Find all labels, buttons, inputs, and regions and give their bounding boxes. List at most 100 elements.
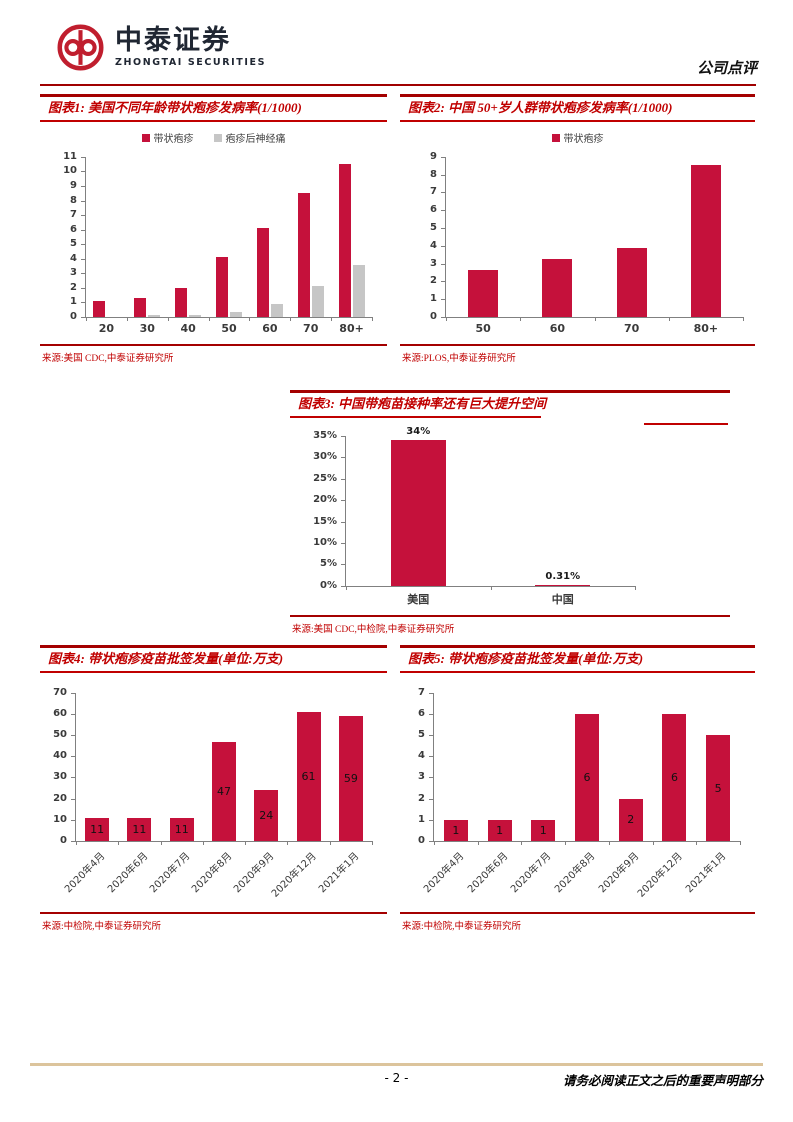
bar-value-label: 2 <box>627 813 635 827</box>
bar-group <box>520 157 594 317</box>
y-axis-tick-label: 6 <box>418 708 425 720</box>
x-category-label: 70 <box>303 321 319 335</box>
x-category-label: 30 <box>139 321 155 335</box>
y-axis-tick-label: 0 <box>70 310 77 322</box>
legend-label: 带状疱疹 <box>563 134 604 146</box>
y-axis-tick-label: 2 <box>70 281 77 293</box>
figure-1-chart: 0 1 2 3 4 5 6 7 8 9 10 11 20 30 40 50 60 70 80+ <box>40 149 387 337</box>
figure-2-title: 图表2: 中国 50+岁人群带状疱疹发病率(1/1000) <box>400 94 755 122</box>
figure-1-title: 图表1: 美国不同年龄带状疱疹发病率(1/1000) <box>40 94 387 122</box>
y-axis-tick-mark <box>429 756 433 758</box>
figure-4-divider <box>40 911 387 914</box>
x-axis-tick-mark <box>160 840 162 845</box>
x-category-label: 2020年7月 <box>147 850 193 896</box>
y-axis-tick-mark <box>71 819 75 821</box>
brand-name-chinese: 中泰证券 <box>115 24 231 56</box>
y-axis-tick-mark <box>81 287 85 289</box>
x-category-label: 2020年4月 <box>63 850 108 896</box>
y-axis-tick-label: 25% <box>313 472 337 484</box>
figure-2: 图表2: 中国 50+岁人群带状疱疹发病率(1/1000) 带状疱疹 0 1 2 3 4… <box>400 94 755 364</box>
figure-2-legend: 带状疱疹 <box>400 131 755 145</box>
y-axis-tick-mark <box>429 692 433 694</box>
bar-group: 0.31% <box>491 436 636 586</box>
x-axis-tick-mark <box>635 585 636 590</box>
bar: 6 <box>575 714 600 841</box>
y-axis-tick-mark <box>341 543 345 545</box>
legend-swatch-icon <box>551 133 560 142</box>
y-axis-tick-label: 40 <box>53 750 67 762</box>
bar-group: 11 <box>76 693 118 841</box>
y-axis-tick-label: 4 <box>70 252 77 264</box>
figure-3-title-text: 图表3: 中国带疱苗接种率还有巨大提升空间 <box>298 396 547 411</box>
bar-value-label: 11 <box>90 822 105 836</box>
y-axis-tick-label: 0 <box>60 834 67 846</box>
x-axis-tick-mark <box>740 840 741 845</box>
x-axis-tick-mark <box>594 316 596 321</box>
figure-1: 图表1: 美国不同年龄带状疱疹发病率(1/1000) 带状疱疹 疱疹后神经痛 0 1… <box>40 94 387 364</box>
y-axis-tick-mark <box>441 263 445 265</box>
y-axis-tick-mark <box>81 302 85 304</box>
y-axis-tick-mark <box>341 585 345 587</box>
figure-2-chart: 0 1 2 3 4 5 6 7 8 9 50 60 70 80+ <box>400 149 755 337</box>
bar-group: 11 <box>161 693 203 841</box>
bar-value-label: 5 <box>714 781 722 795</box>
bar <box>148 315 161 317</box>
bar-group: 59 <box>330 693 372 841</box>
bar-group: 1 <box>521 693 565 841</box>
bar-group <box>595 157 669 317</box>
x-axis-tick-mark <box>167 316 169 321</box>
bar <box>175 287 188 317</box>
bar <box>616 248 647 317</box>
plot-area: 20 30 40 50 60 70 80+ <box>85 156 373 335</box>
bar-group: 61 <box>287 693 329 841</box>
legend-label: 疱疹后神经痛 <box>225 134 286 146</box>
y-axis-tick-label: 4 <box>430 239 437 251</box>
y-axis-tick-label: 1 <box>70 296 77 308</box>
x-category-label: 2020年6月 <box>105 850 151 896</box>
bar-group: 11 <box>118 693 160 841</box>
y-axis-tick-label: 35% <box>313 429 337 441</box>
y-axis-tick-mark <box>81 273 85 275</box>
y-axis-tick-mark <box>429 819 433 821</box>
bar <box>270 303 283 317</box>
bar-group <box>669 157 743 317</box>
y-axis-tick-label: 5% <box>320 558 337 570</box>
figure-4: 图表4: 带状疱疹疫苗批签发量(单位:万支) 0 10 20 30 40 50 60 70 11… <box>40 645 387 932</box>
x-axis-tick-mark <box>696 840 698 845</box>
y-axis-tick-label: 3 <box>418 771 425 783</box>
figure-4-source: 来源:中检院,中泰证券研究所 <box>42 921 162 932</box>
y-axis-tick-mark <box>81 229 85 231</box>
bar-group <box>249 157 290 317</box>
x-axis-tick-mark <box>346 585 347 590</box>
y-axis-tick-label: 1 <box>430 293 437 305</box>
bar: 1 <box>487 819 512 841</box>
y-axis-tick-mark <box>341 500 345 502</box>
figure-3-divider <box>290 614 730 617</box>
bar-group: 6 <box>653 693 697 841</box>
bar <box>216 257 228 317</box>
bar-group: 5 <box>696 693 740 841</box>
bar-group <box>209 157 250 317</box>
x-category-label: 2020年12月 <box>636 850 686 900</box>
x-category-label: 80+ <box>339 321 364 335</box>
figure-3: 图表3: 中国带疱苗接种率还有巨大提升空间 0% 5% 10% 15% 20% 25% 30… <box>290 390 730 635</box>
legend-item: 疱疹后神经痛 <box>213 130 286 146</box>
y-axis-tick-label: 30 <box>53 771 67 783</box>
y-axis-tick-mark <box>429 798 433 800</box>
x-axis-tick-mark <box>490 585 492 590</box>
y-axis-tick-label: 0 <box>418 834 425 846</box>
y-axis-tick-mark <box>71 735 75 737</box>
bar-value-label: 34% <box>406 426 431 438</box>
y-axis-tick-label: 5 <box>70 238 77 250</box>
bar-value-label: 6 <box>670 770 678 784</box>
y-axis-tick-mark <box>71 777 75 779</box>
header-divider <box>40 84 756 86</box>
zhongtai-logo: 中泰证券 ZHONGTAI SECURITIES <box>57 24 266 71</box>
x-axis-tick-mark <box>76 840 77 845</box>
y-axis-tick-mark <box>441 228 445 229</box>
y-axis-tick-label: 10 <box>63 165 77 177</box>
y-axis-tick-mark <box>81 171 85 173</box>
figure-1-source: 来源:美国 CDC,中泰证券研究所 <box>42 353 174 364</box>
bar: 11 <box>127 817 152 841</box>
